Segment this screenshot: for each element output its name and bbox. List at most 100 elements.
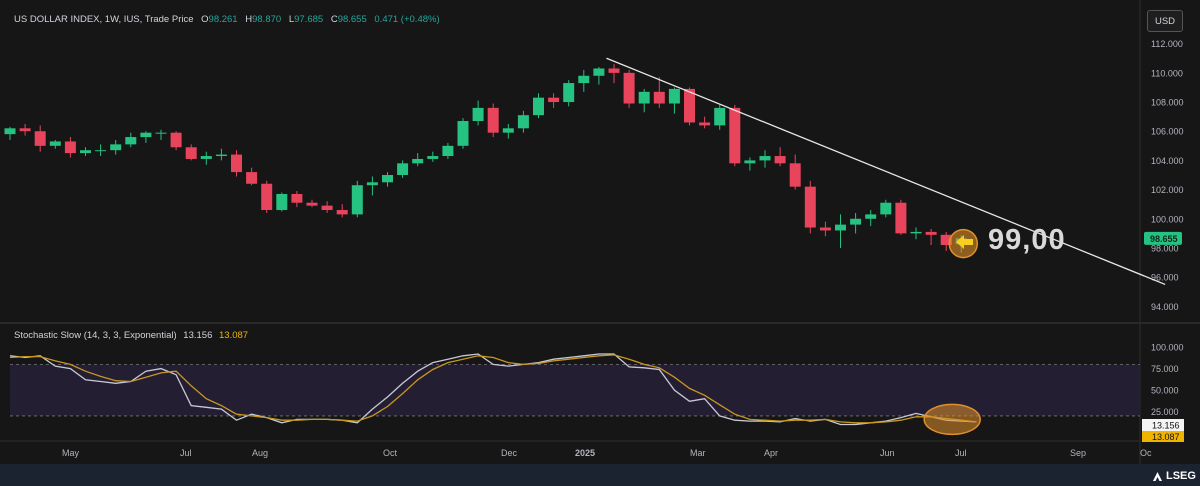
oscillator-tick-label: 75.000 [1151,364,1179,374]
candle-down [699,122,711,126]
change-value: 0.471 (+0.48%) [374,14,440,25]
candle-up [563,83,575,103]
k-value-badge [1142,419,1184,431]
candle-up [4,128,16,135]
candle-down [185,147,197,159]
footer-bar [0,464,1200,486]
candle-up [442,145,454,157]
candle-down [306,202,318,206]
candle-down [291,193,303,203]
lseg-logo: LSEG [1152,470,1196,482]
symbol-header: US DOLLAR INDEX, 1W, IUS, Trade Price O9… [14,14,440,25]
candle-down [789,163,801,187]
time-axis-label: May [62,448,80,458]
low-label: L [288,14,295,25]
candle-down [321,205,333,211]
oscillator-tick-label: 25.000 [1151,407,1179,417]
candle-up [140,132,152,138]
candle-up [200,156,212,159]
candle-down [34,131,46,146]
symbol-title: US DOLLAR INDEX, 1W, IUS, Trade Price [14,14,194,25]
time-axis-label: Jul [180,448,192,458]
d-value-label: 13.087 [1152,432,1180,442]
candle-up [457,121,469,146]
candle-down [548,97,560,103]
candle-up [759,156,771,161]
candle-up [125,137,137,145]
candle-up [397,163,409,175]
price-tick-label: 102.000 [1151,185,1184,195]
candle-up [49,141,61,146]
oscillator-d-value: 13.087 [219,330,249,341]
k-value-label: 13.156 [1152,421,1180,431]
candle-up [910,231,922,234]
candle-down [895,202,907,234]
candle-down [487,107,499,133]
time-axis-label: Oc [1140,448,1152,458]
candle-up [517,115,529,129]
candle-up [412,158,424,164]
oscillator-tick-label: 50.000 [1151,386,1179,396]
candle-down [684,88,695,123]
candle-up [155,132,167,134]
oscillator-legend: Stochastic Slow (14, 3, 3, Exponential) … [14,330,248,341]
candle-down [246,172,258,184]
price-tick-label: 100.000 [1151,214,1184,224]
time-axis-label: Jun [880,448,895,458]
candle-down [653,91,665,104]
candle-down [261,183,273,211]
price-tick-label: 106.000 [1151,127,1184,137]
candle-up [80,150,91,154]
candle-up [95,150,107,152]
candle-down [608,68,620,73]
annotation-price: 99,00 [988,224,1066,256]
candle-up [427,156,439,159]
candle-up [668,88,680,104]
candle-down [623,72,635,104]
candle-up [835,224,846,231]
arrow-left-icon [956,235,973,249]
candle-up [880,202,892,215]
candle-up [533,97,544,116]
price-tick-label: 112.000 [1151,39,1183,49]
candle-down [729,107,741,164]
candle-down [231,154,242,173]
candle-up [276,193,288,211]
oscillator-title: Stochastic Slow (14, 3, 3, Exponential) [14,330,177,341]
candle-up [351,185,363,215]
candle-up [366,182,378,186]
candle-down [819,227,831,231]
candle-up [850,218,862,225]
candle-down [925,231,937,235]
low-value: 97.685 [294,14,324,25]
candle-down [940,234,952,246]
price-tick-label: 96.000 [1151,273,1179,283]
time-axis-label: 2025 [575,448,595,458]
candle-up [638,91,650,104]
time-axis-label: Oct [383,448,398,458]
close-value: 98.655 [337,14,367,25]
candle-down [804,186,816,228]
oscillator-tick-label: 100.000 [1151,343,1184,353]
price-tick-label: 104.000 [1151,156,1184,166]
candle-down [19,128,31,132]
oscillator-highlight-circle [923,403,981,436]
currency-button[interactable]: USD [1147,10,1183,32]
last-price-label: 98.655 [1150,234,1178,244]
logo-text: LSEG [1166,470,1196,482]
time-axis-label: Sep [1070,448,1086,458]
candle-down [336,210,348,215]
high-label: H [245,14,253,25]
oscillator-k-value: 13.156 [183,330,213,341]
time-axis-label: Mar [690,448,706,458]
close-label: C [330,14,338,25]
candle-up [578,75,590,84]
candle-down [774,156,786,164]
candle-down [170,132,182,148]
d-value-badge [1142,431,1184,442]
stochastic-d-line [9,354,977,424]
candle-up [215,154,227,157]
price-tick-label: 108.000 [1151,98,1184,108]
price-pane [10,10,1140,322]
